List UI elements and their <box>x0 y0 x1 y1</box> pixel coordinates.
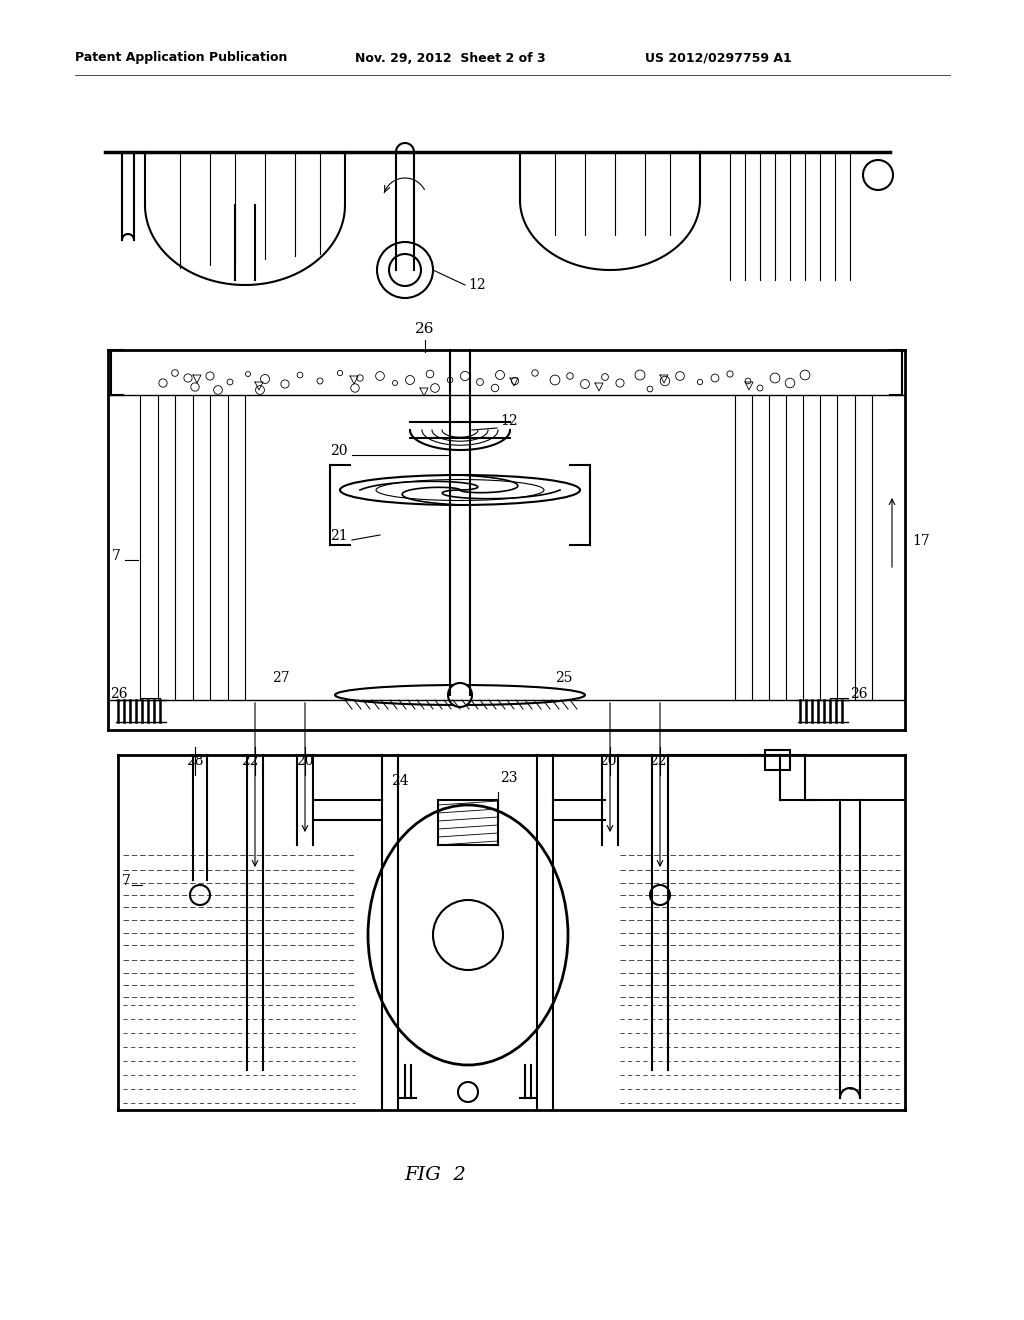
Circle shape <box>490 384 499 392</box>
Circle shape <box>635 370 645 380</box>
Ellipse shape <box>335 685 585 705</box>
Circle shape <box>262 376 267 381</box>
Circle shape <box>863 160 893 190</box>
Circle shape <box>350 383 359 393</box>
Text: 22: 22 <box>242 754 259 768</box>
Circle shape <box>581 379 590 388</box>
Circle shape <box>255 385 265 395</box>
Text: 20: 20 <box>331 444 348 458</box>
Circle shape <box>566 372 573 379</box>
Circle shape <box>530 368 540 378</box>
Text: 24: 24 <box>391 774 409 788</box>
Text: 7: 7 <box>112 549 121 564</box>
Text: 25: 25 <box>555 671 572 685</box>
Text: US 2012/0297759 A1: US 2012/0297759 A1 <box>645 51 792 65</box>
Circle shape <box>801 371 809 379</box>
Text: 28: 28 <box>186 754 204 768</box>
Text: 17: 17 <box>912 535 930 548</box>
Circle shape <box>727 371 733 378</box>
Ellipse shape <box>340 475 580 506</box>
Circle shape <box>190 383 200 392</box>
Text: 26: 26 <box>416 322 435 337</box>
Circle shape <box>315 376 325 385</box>
Text: 20: 20 <box>296 754 313 768</box>
Circle shape <box>445 375 455 384</box>
Circle shape <box>772 375 777 380</box>
Text: Patent Application Publication: Patent Application Publication <box>75 51 288 65</box>
Text: 26: 26 <box>850 686 867 701</box>
Circle shape <box>184 375 191 381</box>
Circle shape <box>449 682 472 708</box>
Circle shape <box>159 379 167 387</box>
Circle shape <box>696 379 703 385</box>
Circle shape <box>647 387 652 392</box>
Text: 12: 12 <box>468 279 485 292</box>
Circle shape <box>426 370 434 378</box>
Circle shape <box>389 253 421 286</box>
Circle shape <box>336 368 344 378</box>
Text: 22: 22 <box>649 754 667 768</box>
Circle shape <box>432 385 437 391</box>
Circle shape <box>660 376 670 385</box>
Ellipse shape <box>368 805 568 1065</box>
Circle shape <box>406 375 415 384</box>
Ellipse shape <box>376 479 544 500</box>
Text: 12: 12 <box>500 414 517 428</box>
Text: Nov. 29, 2012  Sheet 2 of 3: Nov. 29, 2012 Sheet 2 of 3 <box>355 51 546 65</box>
Circle shape <box>172 371 178 376</box>
Circle shape <box>787 380 793 385</box>
Circle shape <box>511 376 519 385</box>
Circle shape <box>462 374 468 379</box>
Circle shape <box>205 371 215 381</box>
Text: 21: 21 <box>331 529 348 543</box>
Circle shape <box>227 379 232 385</box>
Circle shape <box>355 374 365 383</box>
Circle shape <box>677 374 683 379</box>
Circle shape <box>244 370 252 378</box>
Circle shape <box>477 379 483 385</box>
Circle shape <box>390 379 399 388</box>
FancyBboxPatch shape <box>765 750 790 770</box>
Circle shape <box>615 379 625 388</box>
Circle shape <box>712 375 718 381</box>
Circle shape <box>496 371 504 379</box>
Circle shape <box>377 242 433 298</box>
Circle shape <box>215 387 221 393</box>
Text: 20: 20 <box>599 754 616 768</box>
Ellipse shape <box>423 836 513 854</box>
Circle shape <box>757 385 763 391</box>
Circle shape <box>281 379 290 389</box>
Circle shape <box>551 376 559 384</box>
Circle shape <box>190 884 210 906</box>
Text: 27: 27 <box>272 671 290 685</box>
Circle shape <box>743 376 753 385</box>
Text: 26: 26 <box>110 686 128 701</box>
Circle shape <box>433 900 503 970</box>
Circle shape <box>458 1082 478 1102</box>
Text: 23: 23 <box>500 771 517 785</box>
Circle shape <box>377 374 383 379</box>
Circle shape <box>650 884 670 906</box>
Circle shape <box>297 372 303 378</box>
Text: 7: 7 <box>122 874 131 888</box>
Text: FIG  2: FIG 2 <box>404 1166 466 1184</box>
Circle shape <box>600 372 609 381</box>
